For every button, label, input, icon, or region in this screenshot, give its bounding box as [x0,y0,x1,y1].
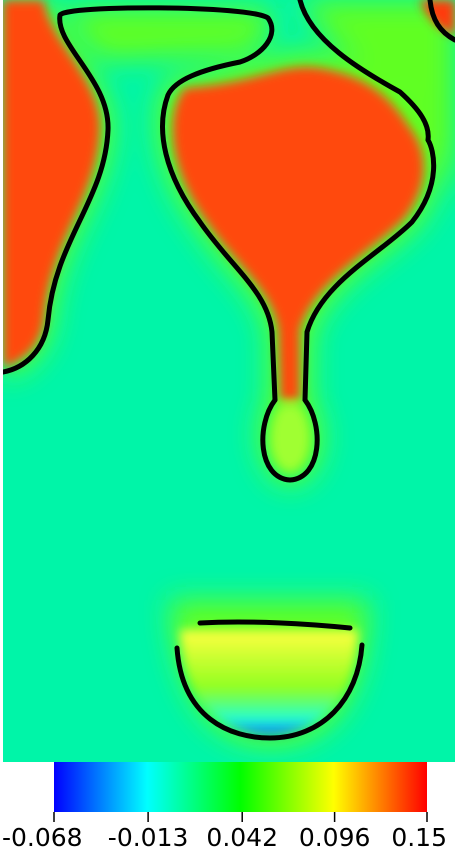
field [3,0,455,762]
colorbar [54,762,427,812]
tick-label: 0.15 [391,823,447,852]
tick-label: 0.096 [299,823,371,852]
color-regions [3,0,455,735]
interface-lines [3,0,455,741]
tick-label: 0.042 [206,823,278,852]
tick-label: -0.013 [108,823,189,852]
tick-label: -0.068 [2,823,83,852]
